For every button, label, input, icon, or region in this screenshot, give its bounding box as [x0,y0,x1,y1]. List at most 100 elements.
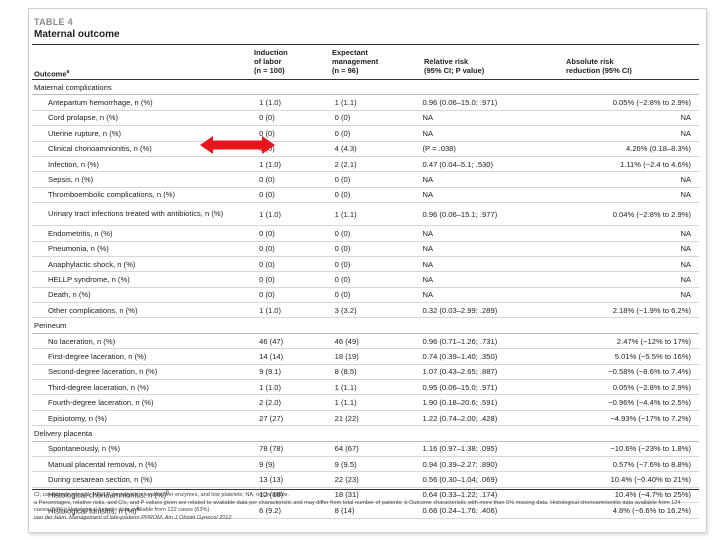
induction-cell: 14 (14) [257,348,333,365]
outcome-label: During cesarean section, n (%) [48,475,153,485]
absolute-risk-cell: NA [556,287,699,304]
absolute-risk-cell: NA [556,241,699,257]
section-header-row: Perineum [32,317,699,334]
outcome-label: Third-degree laceration, n (%) [48,382,149,392]
outcome-label: Manual placental removal, n (%) [48,459,157,469]
absolute-risk-cell: 4.26% (0.18–8.3%) [556,141,699,157]
outcome-cell: Death, n (%) [32,287,258,304]
table-row: Endometritis, n (%) 0 (0) 0 (0) NA NA [32,225,699,242]
outcome-label: No laceration, n (%) [48,336,116,346]
induction-cell: 0 (0) [257,110,333,127]
footnote-abbreviations: CI, confidence interval; HELLP, hemolysi… [34,492,290,498]
table-row: Cord prolapse, n (%) 0 (0) 0 (0) NA NA [32,110,699,127]
absolute-risk-cell: −10.6% (−23% to 1.8%) [556,441,699,457]
outcome-label: Infection, n (%) [48,159,100,169]
expectant-cell: 2 (2.1) [332,156,421,173]
relative-risk-cell: 0.66 (0.24–1.76; .406) [420,502,557,519]
induction-cell: 1 (1.0) [257,302,333,319]
absolute-risk-cell: 0.57% (−7.6% to 8.8%) [556,456,699,473]
outcome-cell: No laceration, n (%) [32,333,258,350]
expectant-cell: 22 (23) [332,471,421,488]
table-row: Other complications, n (%) 1 (1.0) 3 (3.2)… [32,302,699,319]
absolute-risk-cell: NA [556,171,699,188]
outcome-label: Cord prolapse, n (%) [48,113,119,123]
relative-risk-cell: 0.32 (0.03–2.99; .289) [420,302,557,319]
expectant-cell: 21 (22) [332,410,421,427]
absolute-risk-cell: −4.93% (−17% to 7.2%) [556,410,699,427]
outcome-label: Histological chorioamnionitis, n (%) [48,490,167,500]
induction-cell: 0 (0) [257,271,333,288]
table-row: Infection, n (%) 1 (1.0) 2 (2.1) 0.47 (0.04… [32,156,699,173]
absolute-risk-cell: 0.04% (−2.8% to 2.9%) [556,202,699,227]
expectant-cell: 18 (19) [332,348,421,365]
relative-risk-cell: 0.47 (0.04–5.1; .530) [420,156,557,173]
section-title: Perineum [32,317,699,334]
outcome-label: Thromboembolic complications, n (%) [48,190,176,200]
relative-risk-cell: 0.95 (0.06–15.0; .971) [420,379,557,396]
induction-cell: 12 (18) [257,487,333,504]
relative-risk-cell: 0.74 (0.39–1.40; .350) [420,348,557,365]
header-absolute-risk: Absolute risk reduction (95% CI) [566,57,632,75]
expectant-cell: 0 (0) [332,125,421,142]
outcome-cell: Cord prolapse, n (%) [32,110,258,127]
expectant-cell: 0 (0) [332,225,421,242]
expectant-cell: 9 (9.5) [332,456,421,473]
expectant-cell: 1 (1.1) [332,202,421,227]
outcome-label: Other complications, n (%) [48,305,138,315]
induction-cell: 1 (1.0) [257,379,333,396]
header-outcome: Outcomea [34,69,70,79]
table-row: First-degree laceration, n (%) 14 (14) 18 … [32,348,699,365]
table-row: No laceration, n (%) 46 (47) 46 (49) 0.96 (… [32,333,699,350]
outcome-label: HELLP syndrome, n (%) [48,274,130,284]
footnote-definitions: a Percentages, relative risks, and CIs, … [34,500,681,513]
outcome-label: Pneumonia, n (%) [48,244,109,254]
induction-cell: 0 (0) [257,287,333,304]
outcome-label: Fourth-degree laceration, n (%) [48,398,154,408]
absolute-risk-cell: 10.4% (−0.40% to 21%) [556,471,699,488]
expectant-cell: 46 (49) [332,333,421,350]
outcome-cell: Antepartum hemorrhage, n (%) [32,94,258,111]
induction-cell: 0 (0) [257,241,333,257]
outcome-cell: Uterine rupture, n (%) [32,125,258,142]
absolute-risk-cell: NA [556,256,699,273]
expectant-cell: 1 (1.1) [332,94,421,111]
table-row: Histological funisitis, n (%)b 6 (9.2) 8 (… [32,502,699,519]
induction-cell: 2 (2.0) [257,394,333,411]
outcome-cell: Endometritis, n (%) [32,225,258,242]
expectant-cell: 0 (0) [332,171,421,188]
induction-cell: 78 (78) [257,441,333,457]
table-row: Death, n (%) 0 (0) 0 (0) NA NA [32,287,699,304]
relative-risk-cell: (P = .038) [420,141,557,157]
relative-risk-cell: NA [420,287,557,304]
expectant-cell: 1 (1.1) [332,394,421,411]
outcome-label: Episiotomy, n (%) [48,413,107,423]
outcome-label: First-degree laceration, n (%) [48,351,147,361]
induction-cell: 27 (27) [257,410,333,427]
absolute-risk-cell: 4.8% (−6.6% to 16.2%) [556,502,699,519]
absolute-risk-cell: NA [556,271,699,288]
maternal-outcome-table: Maternal complications Antepartum hemorrh… [32,80,699,519]
expectant-cell: 0 (0) [332,271,421,288]
induction-cell: 0 (0) [257,256,333,273]
outcome-cell: Second-degree laceration, n (%) [32,364,258,381]
relative-risk-cell: NA [420,271,557,288]
induction-cell: 0 (0) [257,187,333,204]
outcome-cell: Histological funisitis, n (%)b [32,502,258,519]
table-row: Fourth-degree laceration, n (%) 2 (2.0) 1 … [32,394,699,411]
relative-risk-cell: NA [420,171,557,188]
relative-risk-cell: 1.22 (0.74–2.00; .428) [420,410,557,427]
outcome-label: Clinical chorioamnionitis, n (%) [48,144,152,154]
absolute-risk-cell: NA [556,125,699,142]
relative-risk-cell: NA [420,110,557,127]
header-relative-risk: Relative risk (95% CI; P value) [424,57,485,75]
outcome-label: Urinary tract infections treated with an… [48,208,224,218]
expectant-cell: 18 (31) [332,487,421,504]
relative-risk-cell: 1.16 (0.97–1.38; .095) [420,441,557,457]
absolute-risk-cell: 2.47% (−12% to 17%) [556,333,699,350]
expectant-cell: 64 (67) [332,441,421,457]
absolute-risk-cell: −0.58% (−8.6% to 7.4%) [556,364,699,381]
expectant-cell: 8 (8.5) [332,364,421,381]
outcome-cell: Manual placental removal, n (%) [32,456,258,473]
relative-risk-cell: 0.94 (0.39–2.27; .890) [420,456,557,473]
absolute-risk-cell: 10.4% (−4.7% to 25%) [556,487,699,504]
